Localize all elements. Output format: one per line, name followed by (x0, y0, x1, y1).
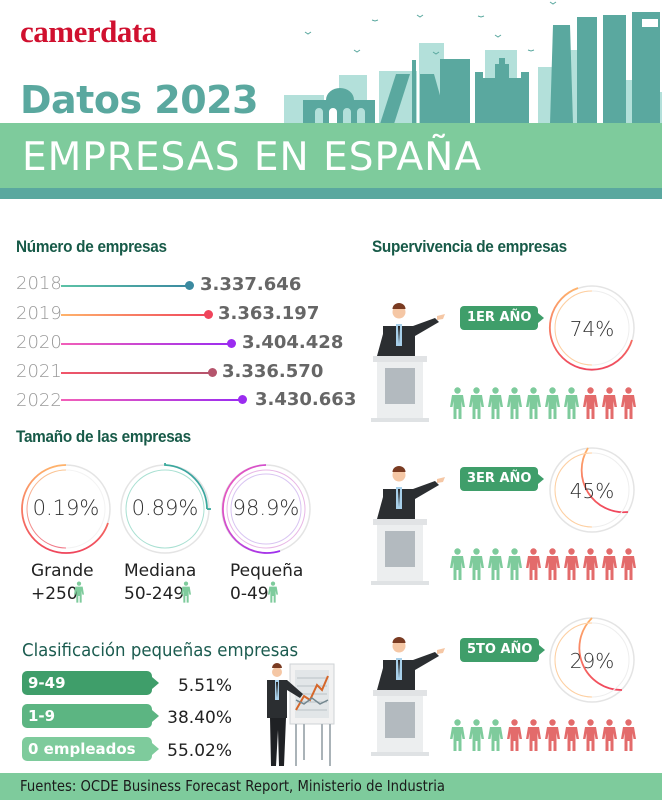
person-icon-closed (602, 548, 617, 580)
person-icon-closed (545, 548, 560, 580)
ring-value: 0.89% (131, 496, 199, 520)
year-label: 2018 (16, 273, 62, 294)
person-icon-survived (469, 719, 484, 751)
person-icon (74, 581, 84, 603)
survival-ring-5 (549, 617, 635, 703)
value-label: 3.363.197 (218, 303, 320, 324)
title-band-strip (0, 188, 662, 199)
tag-9-49: 9-49 empleados (22, 671, 159, 716)
camerdata-logo: camerdata (20, 14, 157, 49)
person-icon-closed (602, 719, 617, 751)
person-icon-closed (583, 719, 598, 751)
survival-pct-5: 29% (569, 649, 615, 673)
value-dot (208, 368, 217, 377)
year-tag-3: 3ER AÑO (460, 467, 545, 491)
ring-value: 0.19% (32, 496, 100, 520)
value-label: 3.336.570 (222, 361, 324, 382)
year-label: 2021 (16, 361, 62, 382)
value-line (61, 399, 241, 401)
madrid-skyline-illustration (284, 1, 662, 124)
person-icon-closed (583, 387, 598, 419)
clasificacion-heading: Clasificación pequeñas empresas (22, 640, 299, 661)
person-icon-closed (564, 719, 579, 751)
value-dot (185, 281, 194, 290)
tag-1-9: 1-9 empleados (22, 704, 159, 749)
tag-0: 0 empleados (22, 737, 159, 761)
ring-chart (21, 464, 111, 554)
page-title: EMPRESAS EN ESPAÑA (22, 135, 483, 180)
year-label: 2020 (16, 332, 62, 353)
person-icon-closed (526, 719, 541, 751)
person-icon-survived (507, 387, 522, 419)
footer-band (0, 773, 662, 800)
value-dot (227, 339, 236, 348)
person-icon-survived (564, 387, 579, 419)
person-icon-survived (450, 719, 465, 751)
person-icon-closed (507, 719, 522, 751)
value-line (61, 314, 207, 316)
value-line (61, 372, 211, 374)
survival-pct-3: 45% (569, 479, 615, 503)
person-icon-closed (602, 387, 617, 419)
year-label: 2019 (16, 303, 62, 324)
person-icon-closed (564, 548, 579, 580)
person-icon-closed (621, 548, 636, 580)
pct-1-9: 38.40% (167, 708, 232, 728)
person-icon-survived (450, 387, 465, 419)
title-band (0, 123, 662, 188)
numero-heading: Número de empresas (16, 237, 167, 256)
pct-9-49: 5.51% (177, 676, 232, 696)
speaker-at-podium-illustration (371, 637, 445, 756)
value-label: 3.404.428 (242, 332, 344, 353)
value-line (61, 285, 189, 287)
ring-chart (221, 464, 311, 554)
person-icon-survived (526, 387, 541, 419)
people-row-3 (450, 548, 636, 580)
pct-0: 55.02% (167, 741, 232, 761)
subtitle-year: Datos 2023 (20, 78, 259, 122)
speaker-at-podium-illustration (371, 303, 445, 422)
tamano-heading: Tamaño de las empresas (16, 427, 191, 446)
person-icon (268, 581, 278, 603)
presenter-with-chart-illustration (267, 663, 335, 766)
person-icon-closed (526, 548, 541, 580)
sources-text: Fuentes: OCDE Business Forecast Report, … (20, 777, 446, 795)
value-dot (238, 395, 247, 404)
size-range: 0-49 (230, 584, 269, 604)
person-icon-closed (545, 719, 560, 751)
survival-ring-3 (549, 447, 635, 533)
value-label: 3.337.646 (200, 274, 302, 295)
ring-chart (120, 463, 211, 554)
supervivencia-heading: Supervivencia de empresas (372, 237, 567, 256)
value-dot (204, 310, 213, 319)
value-line (61, 343, 231, 345)
person-icon (181, 581, 191, 603)
size-label: Mediana (124, 561, 197, 581)
people-row-1 (450, 387, 636, 419)
person-icon-closed (621, 719, 636, 751)
size-range: 50-249 (124, 584, 185, 604)
value-label: 3.430.663 (255, 389, 357, 410)
person-icon-survived (469, 387, 484, 419)
ring-value: 98.9% (232, 496, 300, 520)
size-range: +250 (31, 584, 78, 604)
person-icon-closed (621, 387, 636, 419)
person-icon-survived (488, 387, 503, 419)
year-tag-5: 5TO AÑO (460, 638, 547, 662)
size-label: Pequeña (230, 561, 304, 581)
survival-ring-1 (548, 285, 635, 371)
year-label: 2022 (16, 390, 62, 411)
survival-pct-1: 74% (569, 317, 615, 341)
people-row-5 (450, 719, 636, 751)
person-icon-survived (488, 719, 503, 751)
speaker-at-podium-illustration (371, 466, 445, 585)
person-icon-survived (507, 548, 522, 580)
person-icon-survived (469, 548, 484, 580)
year-tag-1: 1ER AÑO (460, 306, 545, 330)
person-icon-survived (488, 548, 503, 580)
person-icon-survived (545, 387, 560, 419)
size-label: Grande (31, 561, 94, 581)
person-icon-survived (450, 548, 465, 580)
person-icon-closed (583, 548, 598, 580)
